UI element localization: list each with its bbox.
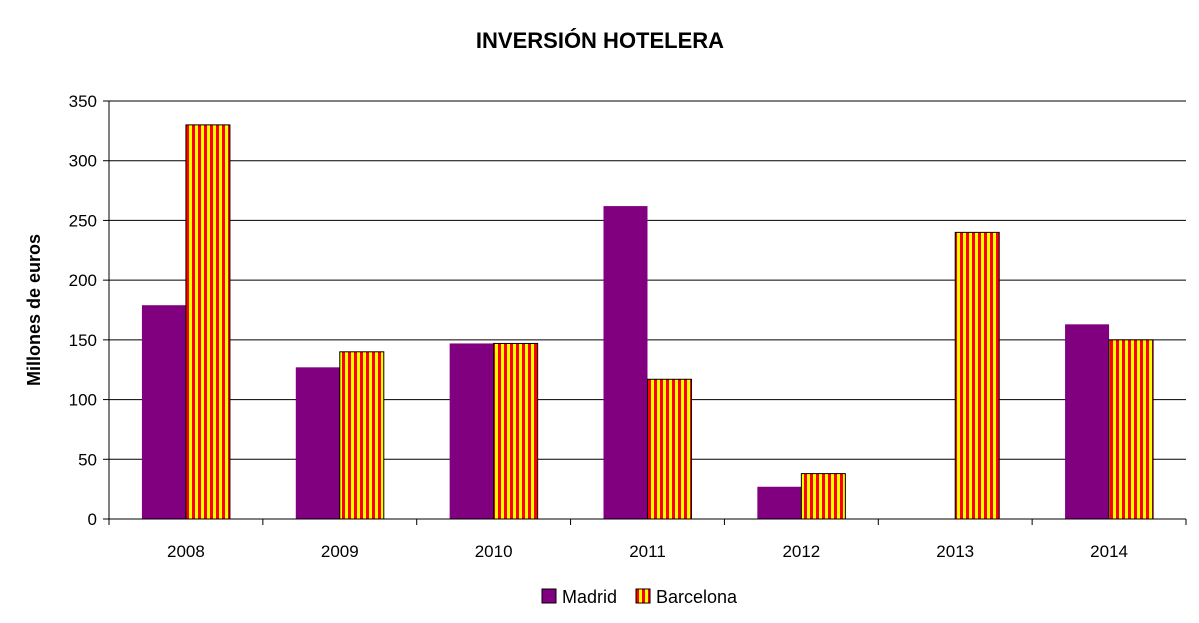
tick-labels: 0 50 100 150 200 250 300 350 2008 2009 2010 2011 201…: [69, 92, 1128, 561]
x-tick-label: 2008: [167, 542, 205, 561]
x-tick-label: 2013: [936, 542, 974, 561]
bar-madrid-2014: [1065, 324, 1110, 519]
legend-label-barcelona: Barcelona: [656, 587, 738, 607]
y-tick-label: 200: [69, 271, 97, 290]
bar-barcelona-2011: [647, 378, 692, 520]
bar-barcelona-2008: [185, 124, 231, 520]
bar-barcelona-2014: [1108, 339, 1154, 520]
chart-title: INVERSIÓN HOTELERA: [476, 28, 724, 53]
axes: [103, 100, 1187, 525]
y-tick-label: 250: [69, 211, 97, 230]
y-tick-label: 0: [88, 510, 97, 529]
bars: [141, 124, 1154, 520]
y-tick-label: 100: [69, 391, 97, 410]
bar-madrid-2011: [603, 206, 648, 519]
x-tick-label: 2009: [321, 542, 359, 561]
legend-label-madrid: Madrid: [562, 587, 617, 607]
bar-madrid-2008: [141, 305, 186, 519]
y-tick-label: 150: [69, 331, 97, 350]
x-tick-label: 2011: [629, 542, 666, 561]
bar-madrid-2012: [757, 486, 802, 519]
x-tick-label: 2012: [782, 542, 820, 561]
y-tick-label: 350: [69, 92, 97, 111]
bar-barcelona-2013: [954, 231, 1000, 520]
legend-swatch-madrid: [541, 588, 557, 604]
x-tick-label: 2010: [475, 542, 513, 561]
y-axis-label: Millones de euros: [24, 234, 44, 386]
bar-barcelona-2009: [339, 351, 385, 520]
y-tick-label: 300: [69, 152, 97, 171]
y-tick-label: 50: [78, 450, 97, 469]
bar-barcelona-2010: [493, 342, 539, 520]
x-tick-label: 2014: [1090, 542, 1128, 561]
legend: Madrid Barcelona: [541, 587, 738, 607]
legend-swatch-barcelona: [635, 588, 651, 604]
bar-barcelona-2012: [800, 473, 846, 520]
bar-madrid-2009: [295, 367, 340, 519]
bar-madrid-2010: [449, 343, 494, 519]
